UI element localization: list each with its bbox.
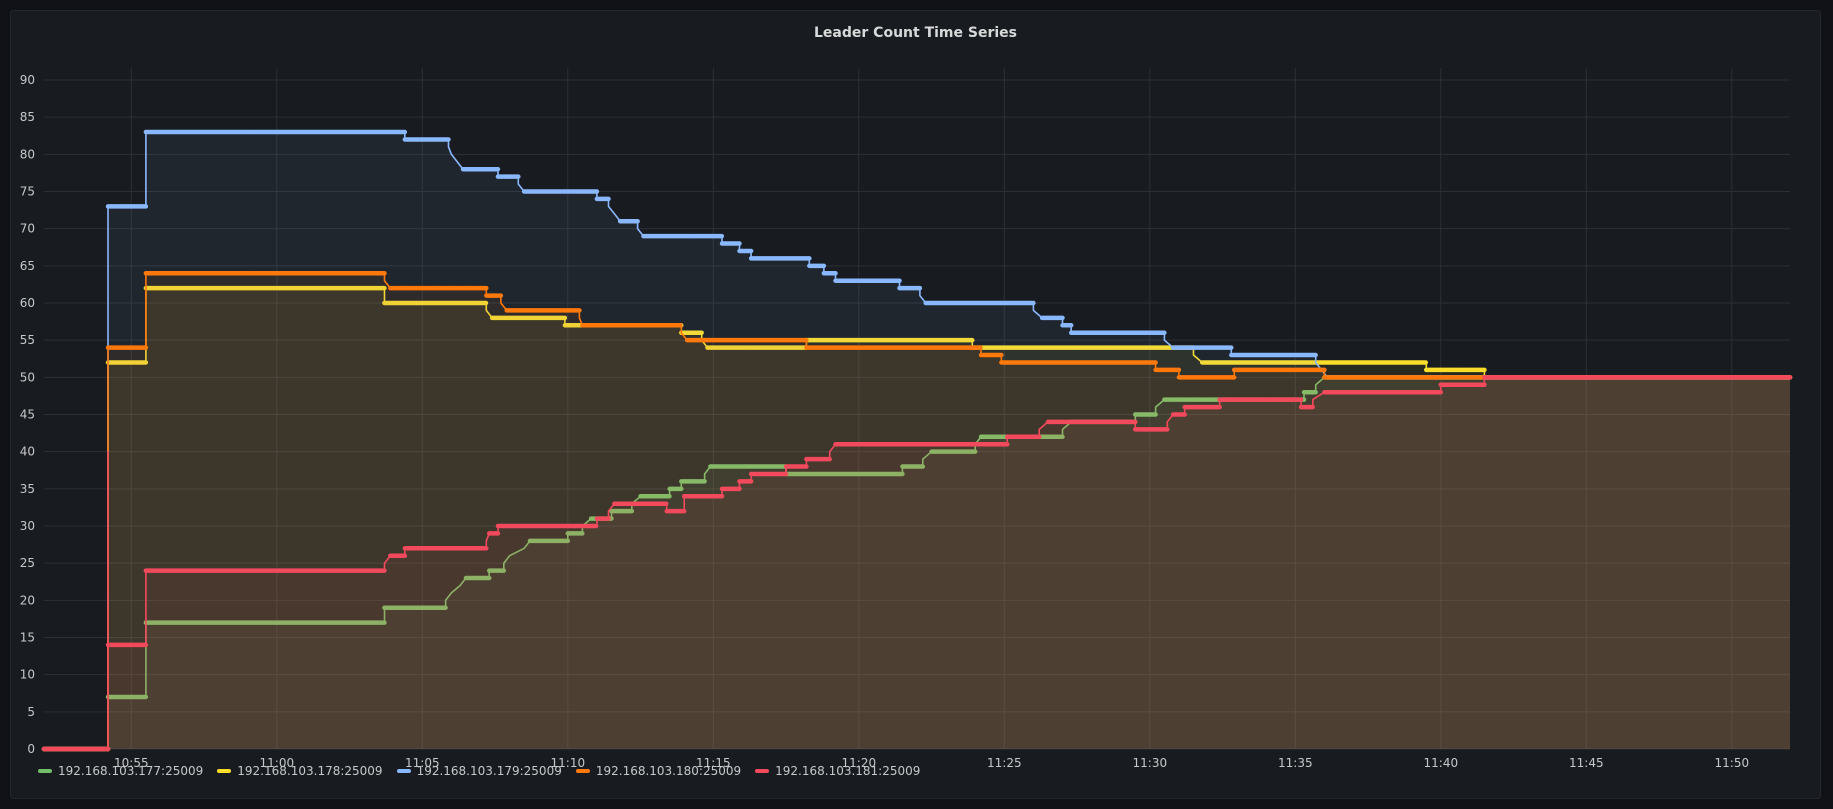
y-tick-label: 30 (20, 519, 35, 533)
y-tick-label: 40 (20, 445, 35, 459)
x-tick-label: 11:05 (405, 756, 440, 770)
legend-swatch (217, 769, 232, 773)
x-tick-label: 11:00 (260, 756, 295, 770)
y-tick-label: 15 (20, 631, 35, 645)
y-tick-label: 25 (20, 556, 35, 570)
legend-swatch (755, 769, 770, 773)
chart-title: Leader Count Time Series (814, 25, 1017, 41)
y-tick-label: 20 (20, 593, 35, 607)
legend-item-5[interactable]: 192.168.103.181:25009 (755, 764, 920, 778)
legend-swatch (575, 769, 590, 773)
legend-label: 192.168.103.181:25009 (775, 764, 921, 778)
y-tick-label: 10 (20, 668, 35, 682)
legend-label: 192.168.103.180:25009 (595, 764, 742, 778)
legend-item-1[interactable]: 192.168.103.177:25009 (38, 764, 203, 778)
y-tick-label: 85 (20, 110, 35, 124)
legend-label: 192.168.103.177:25009 (58, 764, 204, 778)
legend-swatch (38, 769, 52, 773)
series-5 (41, 375, 1793, 752)
y-tick-label: 70 (20, 222, 35, 236)
x-tick-label: 11:15 (696, 756, 731, 770)
chart-legend: 192.168.103.177:25009 192.168.103.178:250… (38, 764, 920, 778)
x-tick-label: 11:20 (842, 756, 877, 770)
y-tick-label: 65 (20, 259, 35, 273)
y-tick-label: 80 (20, 147, 35, 161)
legend-label: 192.168.103.179:25009 (416, 764, 562, 778)
legend-swatch (396, 769, 411, 773)
y-tick-label: 45 (20, 408, 35, 422)
x-tick-label: 11:10 (551, 756, 586, 770)
chart-panel: Leader Count Time Series (10, 10, 1821, 799)
x-tick-label: 11:45 (1569, 756, 1604, 770)
y-tick-label: 0 (27, 742, 35, 756)
y-tick-label: 90 (20, 73, 35, 87)
x-tick-label: 11:30 (1133, 756, 1168, 770)
legend-item-4[interactable]: 192.168.103.180:25009 (575, 764, 742, 778)
x-tick-label: 11:25 (987, 756, 1022, 770)
y-tick-label: 60 (20, 296, 35, 310)
y-tick-label: 55 (20, 333, 35, 347)
series-line[interactable] (44, 272, 1790, 750)
legend-item-2[interactable]: 192.168.103.178:25009 (217, 764, 383, 778)
series-area (44, 288, 1790, 749)
y-tick-label: 5 (27, 705, 35, 719)
legend-label: 192.168.103.178:25009 (237, 764, 383, 778)
x-tick-label: 11:35 (1278, 756, 1313, 770)
y-tick-label: 75 (20, 185, 35, 199)
y-tick-label: 35 (20, 482, 35, 496)
x-tick-label: 10:55 (114, 756, 149, 770)
x-tick-label: 11:50 (1715, 756, 1750, 770)
legend-item-3[interactable]: 192.168.103.179:25009 (396, 764, 562, 778)
y-tick-label: 50 (20, 370, 35, 384)
series-area (44, 377, 1790, 749)
series-area (44, 377, 1790, 749)
x-tick-label: 11:40 (1424, 756, 1459, 770)
series-2 (41, 285, 1793, 752)
